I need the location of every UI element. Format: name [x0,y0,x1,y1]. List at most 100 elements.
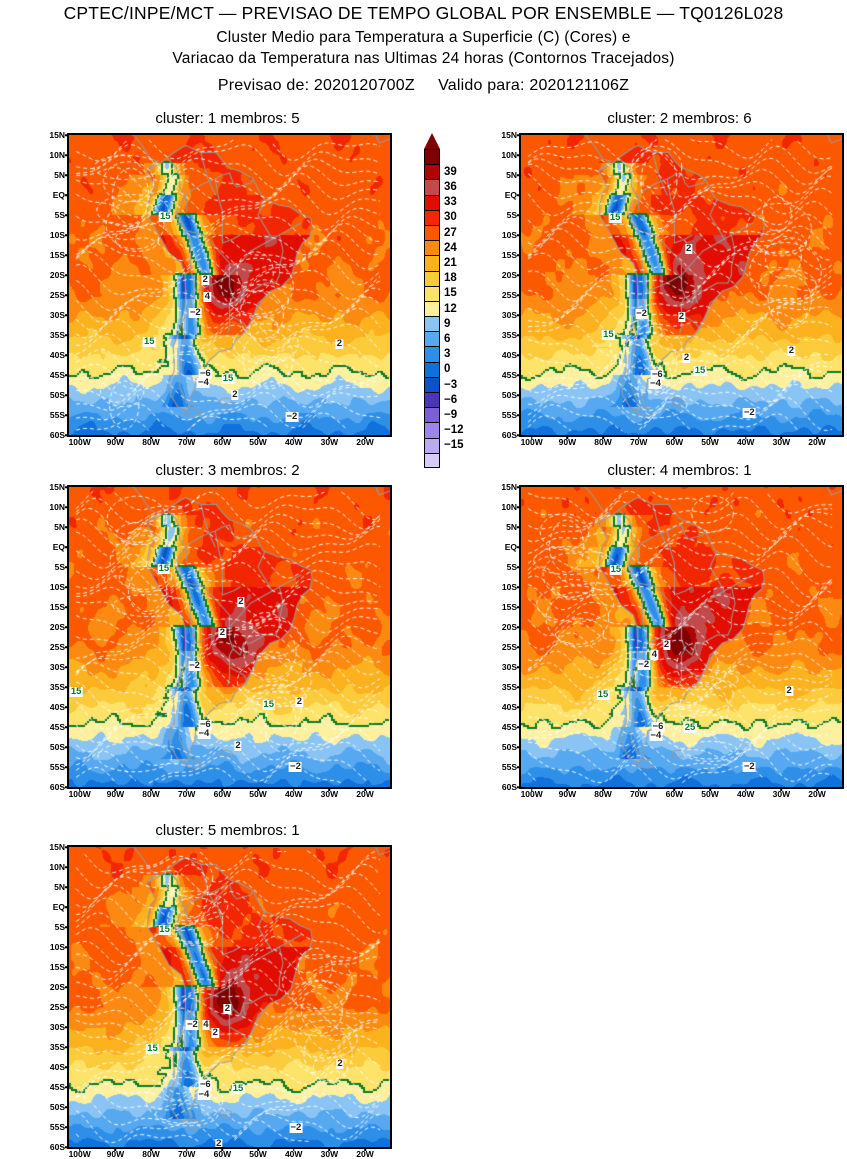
colorbar-swatch [424,270,440,286]
y-axis-tick [517,174,521,176]
panel-title-cluster-3: cluster: 3 membros: 2 [155,462,300,479]
y-axis-label: 10N [501,502,517,512]
y-axis-label: 40S [501,702,517,712]
y-axis-tick [65,254,69,256]
contour-label: −6 [198,1079,212,1091]
y-axis-label: 15S [501,602,517,612]
x-axis-tick [257,1147,259,1151]
y-axis-label: 10S [501,582,517,592]
colorbar-top-arrow-icon [424,133,440,149]
x-axis-tick [78,787,81,791]
colorbar-swatch [424,437,440,453]
y-axis-tick [65,1026,69,1028]
y-axis-tick [517,686,521,688]
y-axis-tick [517,726,521,728]
y-axis-tick [517,414,521,416]
contour-label: 2 [215,1138,223,1149]
y-axis-tick [65,726,69,728]
contour-label: −2 [185,1018,199,1030]
x-axis-tick [221,1147,224,1151]
contour-label: −2 [285,411,299,423]
axes-cluster-4: 15N 10N 5N EQ 5S 10S 15S 20S 25S 30S 35S 40S 45S 50S 5… [501,482,842,799]
contour-label: −6 [651,720,665,732]
y-axis-tick [517,294,521,296]
valid-label: Valido para: [438,77,525,94]
contour-label: 2 [787,344,795,356]
y-axis-tick [517,486,521,488]
contour-label: −2 [742,406,756,418]
y-axis-tick [65,174,69,176]
y-axis-tick [517,666,521,668]
x-axis-label: 70W [629,789,648,799]
colorbar-tick-label: 39 [444,165,457,178]
colorbar-swatch [424,224,440,241]
y-axis-tick [517,706,521,708]
contour-label: −2 [637,659,651,671]
y-axis-tick [517,274,521,276]
x-axis-label: 80W [142,1149,160,1159]
y-axis-label: 50S [501,390,517,400]
y-axis-label: 60S [49,1142,65,1152]
contour-label: 15 [159,211,172,223]
y-axis-tick [65,846,69,848]
contour-label: 2 [237,596,245,608]
x-axis-label: 100W [68,1149,91,1159]
y-axis-tick [65,354,69,356]
y-axis-tick [65,1046,69,1048]
y-axis-tick [65,134,69,136]
x-axis-tick [185,787,188,791]
x-axis-label: 80W [594,789,612,799]
x-axis-label: 20W [356,1149,374,1159]
contour-label: 2 [662,639,671,650]
map-frame-cluster-4[interactable]: 15 2 4 −2 15 2 −6 25 −4 −2 [519,485,844,789]
x-axis-tick [530,435,533,439]
y-axis-label: 5N [506,522,517,532]
contour-label: −2 [188,307,202,319]
contour-label: 4 [203,291,212,302]
x-axis-tick [816,787,818,791]
x-axis-tick [150,1147,152,1151]
y-axis-label: 45S [501,370,517,380]
y-axis-label: 5S [54,562,65,572]
x-axis-tick [185,435,188,439]
y-axis-tick [65,946,69,948]
map-frame-cluster-3[interactable]: 15 2 2 −2 15 15 2 −6 −4 2 −2 [67,485,392,789]
colorbar-tick-label: 15 [444,287,457,300]
temperature-map-cluster-4 [521,487,842,787]
y-axis-label: 20S [49,982,65,992]
y-axis-tick [517,626,521,628]
colorbar-tick-label: −15 [444,439,464,452]
colorbar-tick-label: 3 [444,348,451,361]
subtitle-line-2: Variacao da Temperatura nas Ultimas 24 h… [172,50,675,67]
y-axis-label: 5S [54,922,65,932]
y-axis-label: 40S [49,350,65,360]
map-frame-cluster-1[interactable]: 15 2 4 −2 15 2 −6 15 −4 2 −2 [67,133,392,437]
map-frame-cluster-2[interactable]: 15 2 −2 2 15 2 2 15 −6 −4 −2 [519,133,844,437]
y-axis-label: 5S [506,210,517,220]
y-axis-label: 15N [501,482,517,492]
y-axis-label: 20S [49,622,65,632]
y-axis-label: 20S [49,270,65,280]
contour-label: 15 [157,563,171,575]
y-axis-label: 45S [49,722,65,732]
x-axis-label: 30W [320,437,339,447]
x-axis-tick [709,435,711,439]
x-axis-label: 100W [520,437,543,447]
x-axis-label: 50W [249,437,267,447]
y-axis-tick [517,434,521,436]
contour-label: 15 [158,924,171,936]
x-axis-label: 50W [249,789,267,799]
colorbar-tick-label: 21 [444,257,457,269]
y-axis-tick [65,746,69,748]
contour-label: 2 [677,311,686,322]
colorbar-tick-label: 36 [444,181,457,193]
x-axis-tick [602,787,604,791]
y-axis-label: 10N [49,862,65,872]
contour-label: 2 [335,338,343,350]
y-axis-tick [65,906,69,908]
map-frame-cluster-5[interactable]: 15 2 4 −2 2 15 2 −6 15 −4 −2 2 [67,845,392,1149]
colorbar-swatch [424,346,440,362]
x-axis-tick [780,787,783,791]
y-axis-tick [65,686,69,688]
y-axis-label: 30S [49,662,65,672]
